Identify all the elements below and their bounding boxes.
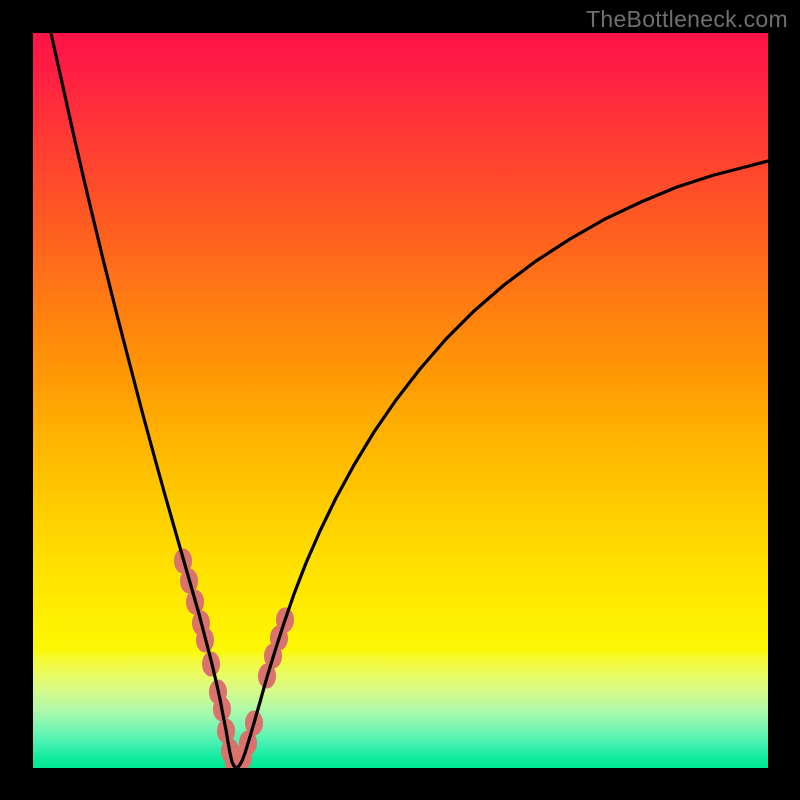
watermark-text: TheBottleneck.com [586, 6, 788, 33]
bottleneck-curve [51, 33, 768, 768]
plot-area [33, 33, 768, 768]
scatter-markers [175, 549, 294, 768]
curve-layer [33, 33, 768, 768]
chart-root: TheBottleneck.com [0, 0, 800, 800]
